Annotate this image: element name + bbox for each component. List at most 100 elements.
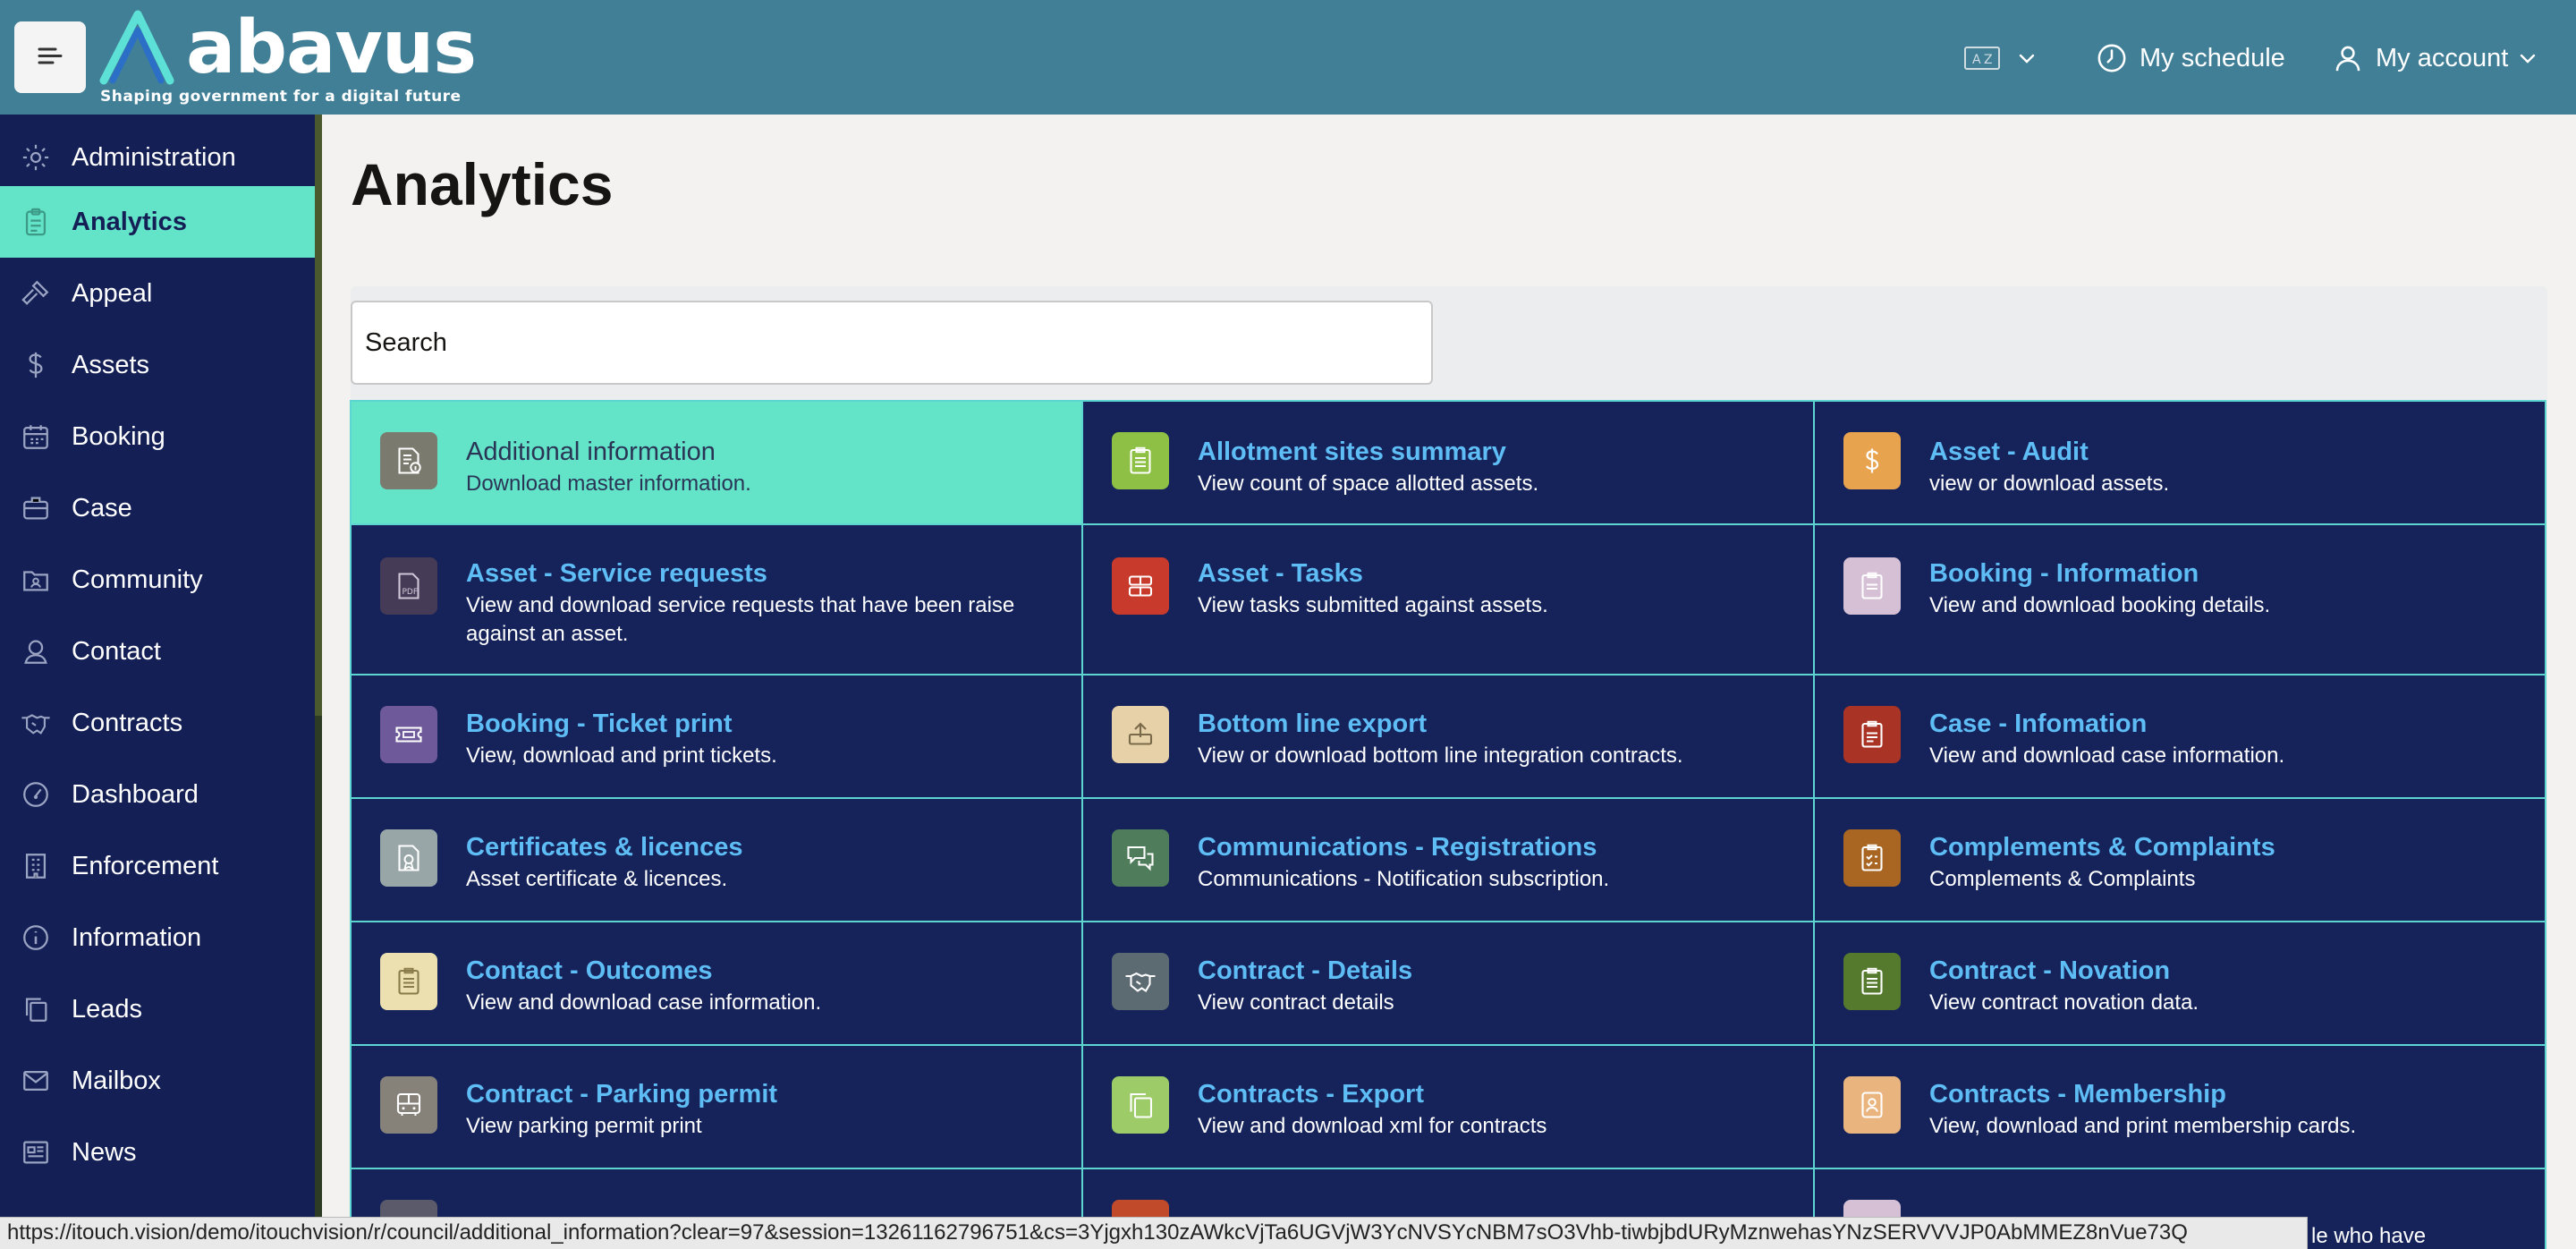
document-info-icon xyxy=(380,432,437,489)
card-asset-audit[interactable]: Asset - Audit view or download assets. xyxy=(1813,400,2546,525)
search-input[interactable] xyxy=(351,301,1433,385)
sidebar-item-contact[interactable]: Contact xyxy=(0,616,315,687)
sidebar-item-label: Analytics xyxy=(72,207,187,236)
sidebar-item-label: Booking xyxy=(72,421,165,451)
my-schedule-link[interactable]: My schedule xyxy=(2097,36,2285,81)
card-asset-service-requests[interactable]: PDF Asset - Service requests View and dow… xyxy=(350,523,1083,675)
card-description: View and download booking details. xyxy=(1929,593,2271,617)
sidebar-item-label: Assets xyxy=(72,350,150,379)
card-description: View tasks submitted against assets. xyxy=(1198,593,1548,617)
clipboard-check-icon xyxy=(1843,706,1901,763)
card-contract-novation[interactable]: Contract - Novation View contract novatio… xyxy=(1813,921,2546,1046)
abavus-logo[interactable]: abavus Shaping government for a digital … xyxy=(97,4,477,111)
bus-icon xyxy=(380,1076,437,1134)
sidebar-item-dashboard[interactable]: Dashboard xyxy=(0,759,315,830)
card-contracts-membership[interactable]: Contracts - Membership View, download and… xyxy=(1813,1044,2546,1169)
card-description: Complements & Complaints xyxy=(1929,867,2196,891)
ticket-icon xyxy=(380,706,437,763)
card-description: View contract details xyxy=(1198,990,1394,1015)
sidebar-scrollbar-thumb[interactable] xyxy=(315,115,322,716)
card-contracts-export[interactable]: Contracts - Export View and download xml … xyxy=(1081,1044,1815,1169)
card-title: Contract - Parking permit xyxy=(466,1080,778,1109)
card-title: Certificates & licences xyxy=(466,833,743,862)
sidebar-item-analytics[interactable]: Analytics xyxy=(0,186,315,258)
sidebar-item-assets[interactable]: Assets xyxy=(0,329,315,401)
card-contract-details[interactable]: Contract - Details View contract details xyxy=(1081,921,1815,1046)
card-description: View contract novation data. xyxy=(1929,990,2199,1015)
card-title: Contracts - Export xyxy=(1198,1080,1424,1109)
card-complements-complaints[interactable]: Complements & Complaints Complements & Co… xyxy=(1813,797,2546,922)
card-contract-parking-permit[interactable]: Contract - Parking permit View parking pe… xyxy=(350,1044,1083,1169)
report-cards-grid: Additional information Download master in… xyxy=(350,400,2547,1249)
sidebar-item-leads[interactable]: Leads xyxy=(0,973,315,1045)
sidebar-item-information[interactable]: Information xyxy=(0,902,315,973)
chevron-down-icon xyxy=(2521,54,2536,64)
card-booking-ticket-print[interactable]: Booking - Ticket print View, download and… xyxy=(350,674,1083,799)
menu-icon xyxy=(38,47,63,64)
sidebar-item-booking[interactable]: Booking xyxy=(0,401,315,472)
hamburger-menu-button[interactable] xyxy=(14,21,86,93)
certificate-icon xyxy=(380,829,437,887)
card-description: View, download and print membership card… xyxy=(1929,1114,2357,1138)
main-content: Analytics Additional information Download… xyxy=(322,115,2576,1249)
language-selector[interactable]: A Z xyxy=(1964,36,2038,81)
card-title: Contracts - Membership xyxy=(1929,1080,2226,1109)
card-communications-registrations[interactable]: Communications - Registrations Communicat… xyxy=(1081,797,1815,922)
sidebar-item-appeal[interactable]: Appeal xyxy=(0,258,315,329)
card-title: Case - Infomation xyxy=(1929,709,2148,738)
card-title: Asset - Service requests xyxy=(466,559,767,588)
svg-text:PDF: PDF xyxy=(402,588,419,597)
sidebar-item-label: Contact xyxy=(72,636,161,666)
clipboard-list-icon xyxy=(1112,432,1169,489)
sidebar-item-label: News xyxy=(72,1137,137,1167)
card-asset-tasks[interactable]: Asset - Tasks View tasks submitted agains… xyxy=(1081,523,1815,675)
briefcase-icon xyxy=(18,490,54,526)
logo-mark-icon xyxy=(99,10,174,85)
card-additional-information[interactable]: Additional information Download master in… xyxy=(350,400,1083,525)
logo-tagline: Shaping government for a digital future xyxy=(100,88,462,106)
card-description: view or download assets. xyxy=(1929,472,2170,496)
sidebar-item-label: Mailbox xyxy=(72,1066,161,1095)
card-allotment-sites-summary[interactable]: Allotment sites summary View count of spa… xyxy=(1081,400,1815,525)
my-account-menu[interactable]: My account xyxy=(2333,36,2538,81)
card-description: View and download service requests that … xyxy=(466,593,1015,646)
card-title: Asset - Tasks xyxy=(1198,559,1363,588)
contact-icon xyxy=(18,633,54,669)
card-contact-outcomes[interactable]: Contact - Outcomes View and download case… xyxy=(350,921,1083,1046)
sidebar-item-administration[interactable]: Administration xyxy=(0,122,315,193)
card-description: View and download xml for contracts xyxy=(1198,1114,1547,1138)
card-description: View count of space allotted assets. xyxy=(1198,472,1539,496)
sidebar-item-label: Community xyxy=(72,565,203,594)
sidebar-item-label: Enforcement xyxy=(72,851,219,880)
clipped-card-text: le who have xyxy=(2311,1224,2427,1248)
card-description: View, download and print tickets. xyxy=(466,743,777,768)
sidebar-item-community[interactable]: Community xyxy=(0,544,315,616)
svg-text:Z: Z xyxy=(1984,53,1993,67)
sidebar-item-case[interactable]: Case xyxy=(0,472,315,544)
card-certificates-licences[interactable]: Certificates & licences Asset certificate… xyxy=(350,797,1083,922)
card-description: View or download bottom line integration… xyxy=(1198,743,1683,768)
user-icon xyxy=(2335,46,2360,72)
sidebar-item-mailbox[interactable]: Mailbox xyxy=(0,1045,315,1117)
sidebar-item-enforcement[interactable]: Enforcement xyxy=(0,830,315,902)
sidebar-item-label: Dashboard xyxy=(72,779,199,809)
info-icon xyxy=(18,920,54,956)
sidebar-item-contracts[interactable]: Contracts xyxy=(0,687,315,759)
mail-icon xyxy=(18,1063,54,1099)
gavel-icon xyxy=(18,276,54,311)
card-case-infomation[interactable]: Case - Infomation View and download case … xyxy=(1813,674,2546,799)
folder-user-icon xyxy=(18,562,54,598)
card-description: Communications - Notification subscripti… xyxy=(1198,867,1610,891)
sidebar-item-label: Appeal xyxy=(72,278,153,308)
clipboard-list-icon xyxy=(1843,953,1901,1010)
sidebar-item-label: Leads xyxy=(72,994,143,1024)
card-title: Contact - Outcomes xyxy=(466,956,713,985)
card-booking-information[interactable]: Booking - Information View and download b… xyxy=(1813,523,2546,675)
sidebar-item-news[interactable]: News xyxy=(0,1117,315,1188)
card-bottom-line-export[interactable]: Bottom line export View or download botto… xyxy=(1081,674,1815,799)
clipboard-check-icon xyxy=(1843,829,1901,887)
svg-text:A: A xyxy=(1972,53,1981,67)
card-title: Booking - Ticket print xyxy=(466,709,733,738)
gauge-icon xyxy=(18,777,54,812)
card-title: Contract - Novation xyxy=(1929,956,2171,985)
